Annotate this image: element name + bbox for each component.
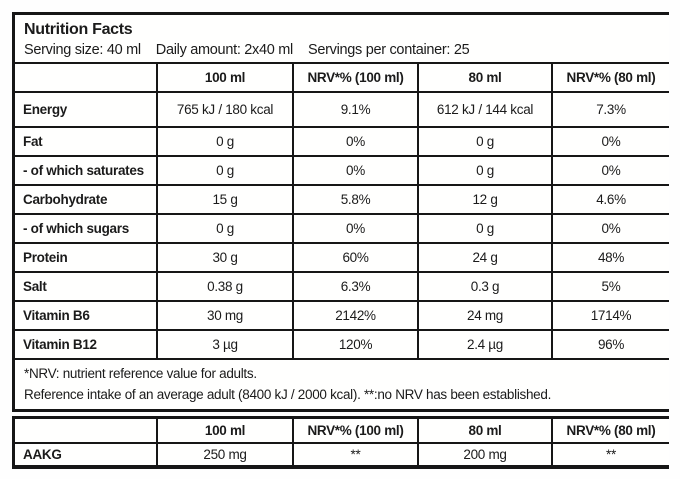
row-label: AAKG [15,444,158,465]
row-label: Carbohydrate [15,186,158,213]
value-cell: 0% [294,128,419,155]
value-cell: 0 g [158,128,294,155]
table-row-aakg: AAKG 250 mg ** 200 mg ** [15,444,669,465]
value-cell: 48% [597,250,625,265]
column-header-80ml: 80 ml [419,64,553,91]
serving-info: Serving size: 40 ml Daily amount: 2x40 ml… [24,40,669,61]
value-cell: 30 g [158,244,294,271]
row-label: Fat [15,128,158,155]
table-row-vitamin-b12: Vitamin B12 3 µg 120% 2.4 µg 96% [15,331,669,360]
table-row-protein: Protein 30 g 60% 24 g 48% [15,244,669,273]
value-cell: 0% [601,163,621,178]
value-cell: 0 g [419,215,553,242]
column-header-blank [15,64,158,91]
footnote-line-1: *NRV: nutrient reference value for adult… [24,366,257,381]
value-cell: 765 kJ / 180 kcal [158,93,294,126]
value-cell: 120% [294,331,419,358]
table-row-fat: Fat 0 g 0% 0 g 0% [15,128,669,157]
title-block: Nutrition Facts Serving size: 40 ml Daily… [15,15,669,64]
value-cell: ** [294,444,419,465]
value-cell: 12 g [419,186,553,213]
value-cell: 0.3 g [419,273,553,300]
value-cell: 6.3% [294,273,419,300]
supplement-header-row: 100 ml NRV*% (100 ml) 80 ml NRV*% (80 ml… [15,419,669,444]
column-header-100ml: 100 ml [158,419,294,442]
value-cell: 200 mg [419,444,553,465]
nutrition-panel: Nutrition Facts Serving size: 40 ml Daily… [12,12,669,412]
value-cell: 2142% [294,302,419,329]
value-cell: 96% [597,337,625,352]
supplement-panel: 100 ml NRV*% (100 ml) 80 ml NRV*% (80 ml… [12,416,669,469]
value-cell: ** [606,447,616,462]
table-row-energy: Energy 765 kJ / 180 kcal 9.1% 612 kJ / 1… [15,93,669,128]
nrv-footnote: *NRV: nutrient reference value for adult… [15,360,669,409]
value-cell: 7.3% [596,102,626,117]
value-cell: 1714% [590,308,632,323]
value-cell: 9.1% [294,93,419,126]
value-cell: 0.38 g [158,273,294,300]
value-cell: 0% [294,215,419,242]
row-label: - of which saturates [15,157,158,184]
column-header-nrv80: NRV*% (80 ml) [566,70,656,85]
column-header-nrv100: NRV*% (100 ml) [294,64,419,91]
table-row-vitamin-b6: Vitamin B6 30 mg 2142% 24 mg 1714% [15,302,669,331]
value-cell: 0 g [158,215,294,242]
value-cell: 0 g [158,157,294,184]
row-label: Protein [15,244,158,271]
page-title: Nutrition Facts [24,21,133,38]
value-cell: 3 µg [158,331,294,358]
value-cell: 0% [601,134,621,149]
table-row-saturates: - of which saturates 0 g 0% 0 g 0% [15,157,669,186]
row-label: Vitamin B6 [15,302,158,329]
value-cell: 2.4 µg [419,331,553,358]
value-cell: 4.6% [596,192,626,207]
value-cell: 0 g [419,128,553,155]
value-cell: 15 g [158,186,294,213]
value-cell: 5% [601,279,621,294]
value-cell: 24 g [419,244,553,271]
column-header-nrv80: NRV*% (80 ml) [566,423,656,438]
table-row-sugars: - of which sugars 0 g 0% 0 g 0% [15,215,669,244]
column-header-80ml: 80 ml [419,419,553,442]
main-table-header-row: 100 ml NRV*% (100 ml) 80 ml NRV*% (80 ml… [15,64,669,93]
value-cell: 250 mg [158,444,294,465]
value-cell: 5.8% [294,186,419,213]
footnote-line-2: Reference intake of an average adult (84… [24,387,552,402]
table-row-carbohydrate: Carbohydrate 15 g 5.8% 12 g 4.6% [15,186,669,215]
value-cell: 0% [601,221,621,236]
servings-per-container: Servings per container: 25 [307,42,470,58]
row-label: Salt [15,273,158,300]
column-header-nrv100: NRV*% (100 ml) [294,419,419,442]
daily-amount: Daily amount: 2x40 ml [155,42,293,58]
row-label: - of which sugars [15,215,158,242]
column-header-100ml: 100 ml [158,64,294,91]
value-cell: 60% [294,244,419,271]
column-header-blank [15,419,158,442]
row-label: Vitamin B12 [15,331,158,358]
row-label: Energy [15,93,158,126]
value-cell: 0 g [419,157,553,184]
value-cell: 612 kJ / 144 kcal [419,93,553,126]
value-cell: 24 mg [419,302,553,329]
serving-size: Serving size: 40 ml [24,42,141,58]
value-cell: 30 mg [158,302,294,329]
table-row-salt: Salt 0.38 g 6.3% 0.3 g 5% [15,273,669,302]
value-cell: 0% [294,157,419,184]
